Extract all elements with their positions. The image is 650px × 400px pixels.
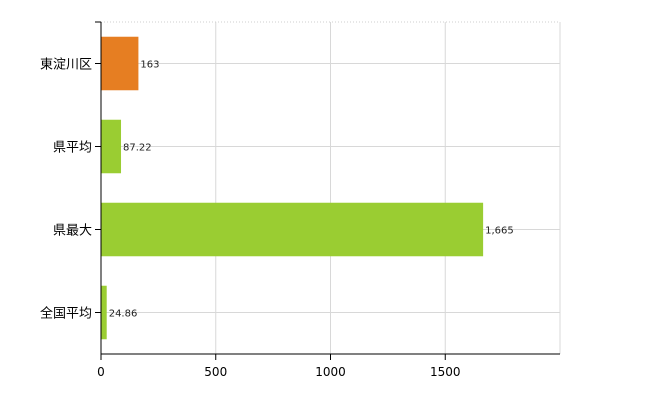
bar: [101, 36, 139, 91]
data-label: 87.22: [123, 143, 152, 154]
bar: [101, 285, 107, 340]
x-axis-ticks: 0 500 1000 1500: [97, 354, 461, 379]
data-label: 24.86: [109, 309, 138, 320]
x-tick-label: 500: [204, 365, 227, 379]
x-tick-label: 1000: [315, 365, 346, 379]
category-label: 東淀川区: [40, 57, 92, 73]
bar: [101, 119, 122, 174]
category-label: 全国平均: [40, 306, 92, 322]
x-tick-label: 0: [97, 365, 105, 379]
data-label: 163: [140, 60, 159, 71]
x-tick-label: 1500: [430, 365, 461, 379]
category-label: 県平均: [53, 141, 92, 156]
bars: [101, 36, 484, 340]
data-label: 1,665: [485, 226, 514, 237]
gridlines: [101, 21, 561, 354]
data-labels: 163 87.22 1,665 24.86: [109, 60, 514, 320]
category-label: 県最大: [53, 224, 92, 239]
axes: [95, 21, 560, 355]
bar: [101, 202, 484, 257]
